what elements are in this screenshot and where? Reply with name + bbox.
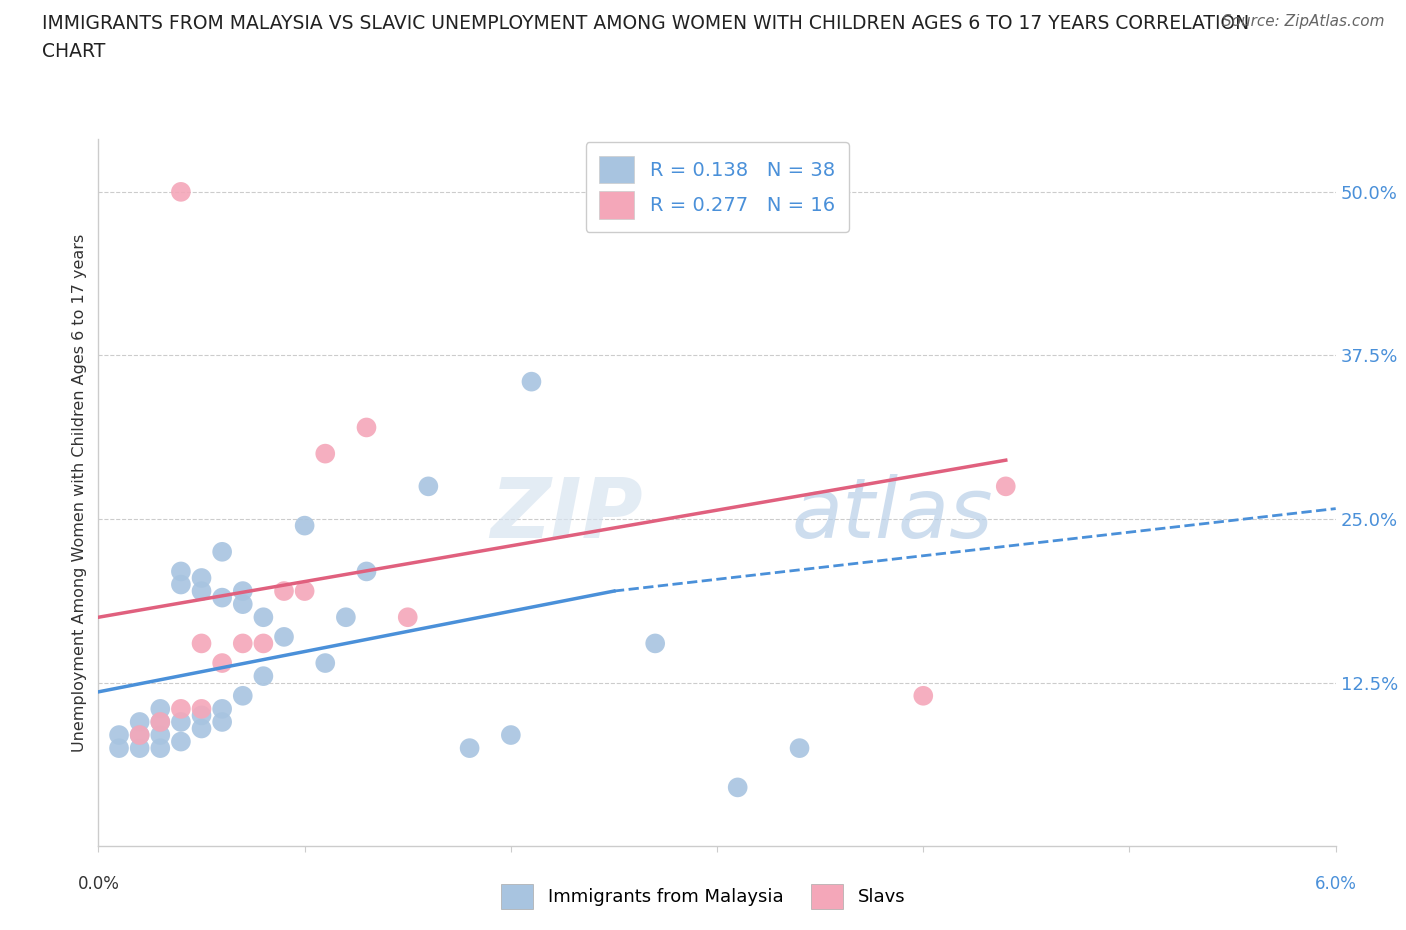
Point (396, 610, 419, 625)
Point (128, 727, 150, 742)
Point (108, 740, 131, 755)
Point (190, 584, 212, 599)
Point (252, 610, 274, 625)
Point (211, 714, 233, 729)
Point (273, 584, 295, 599)
Point (252, 669, 274, 684)
Point (356, 564, 378, 578)
Legend: Immigrants from Malaysia, Slavs: Immigrants from Malaysia, Slavs (494, 876, 912, 916)
Point (499, 727, 522, 742)
Point (789, 740, 811, 755)
Point (211, 544, 233, 559)
Point (232, 597, 254, 612)
Point (108, 727, 131, 742)
Point (170, 714, 193, 729)
Text: 0.0%: 0.0% (77, 875, 120, 893)
Point (128, 714, 150, 729)
Point (170, 564, 193, 578)
Text: CHART: CHART (42, 42, 105, 60)
Point (356, 420, 378, 435)
Point (294, 518, 316, 533)
Point (644, 636, 666, 651)
Text: IMMIGRANTS FROM MALAYSIA VS SLAVIC UNEMPLOYMENT AMONG WOMEN WITH CHILDREN AGES 6: IMMIGRANTS FROM MALAYSIA VS SLAVIC UNEMP… (42, 14, 1250, 33)
Point (458, 740, 481, 755)
Point (170, 734, 193, 749)
Point (170, 701, 193, 716)
Point (170, 184, 193, 199)
Point (211, 656, 233, 671)
Point (232, 688, 254, 703)
Point (994, 479, 1017, 494)
Point (170, 578, 193, 592)
Point (190, 701, 212, 716)
Text: Source: ZipAtlas.com: Source: ZipAtlas.com (1222, 14, 1385, 29)
Point (149, 727, 172, 742)
Point (314, 656, 336, 671)
Text: atlas: atlas (792, 473, 993, 554)
Point (149, 714, 172, 729)
Text: 6.0%: 6.0% (1315, 875, 1357, 893)
Point (128, 727, 150, 742)
Text: ZIP: ZIP (491, 473, 643, 554)
Point (190, 721, 212, 736)
Point (335, 610, 357, 625)
Y-axis label: Unemployment Among Women with Children Ages 6 to 17 years: Unemployment Among Women with Children A… (72, 233, 87, 752)
Point (149, 714, 172, 729)
Point (190, 636, 212, 651)
Point (314, 446, 336, 461)
Point (128, 740, 150, 755)
Point (232, 636, 254, 651)
Point (727, 780, 749, 795)
Point (149, 740, 172, 755)
Point (418, 479, 440, 494)
Point (912, 688, 935, 703)
Legend: R = 0.138   N = 38, R = 0.277   N = 16: R = 0.138 N = 38, R = 0.277 N = 16 (586, 142, 848, 232)
Point (190, 708, 212, 723)
Point (149, 701, 172, 716)
Point (294, 584, 316, 599)
Point (520, 374, 543, 389)
Point (190, 570, 212, 585)
Point (211, 591, 233, 605)
Point (211, 701, 233, 716)
Point (232, 584, 254, 599)
Point (252, 636, 274, 651)
Point (273, 630, 295, 644)
